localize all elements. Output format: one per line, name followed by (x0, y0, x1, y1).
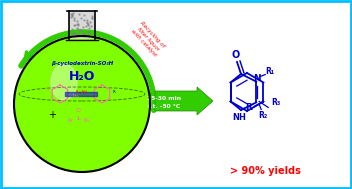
Text: O: O (46, 88, 49, 92)
Text: > 90% yields: > 90% yields (230, 166, 301, 176)
Ellipse shape (51, 64, 77, 100)
Text: H₂O: H₂O (69, 70, 95, 83)
FancyArrow shape (155, 87, 213, 115)
Text: R₂: R₂ (259, 111, 268, 120)
Text: R₁: R₁ (265, 67, 275, 76)
Text: +: + (48, 110, 56, 120)
Text: 25-30 min: 25-30 min (147, 95, 181, 101)
Text: O: O (232, 50, 240, 60)
Text: O: O (75, 108, 81, 113)
Circle shape (14, 36, 150, 172)
Text: R₁: R₁ (113, 90, 117, 94)
Text: R₃: R₃ (84, 118, 90, 123)
Text: β-cyclodextrin-SO₃H: β-cyclodextrin-SO₃H (51, 61, 113, 67)
Text: r.t. -50 °C: r.t. -50 °C (148, 104, 180, 108)
Text: R₂: R₂ (68, 118, 74, 123)
Text: Recycling of
filter liquor
with catalyst: Recycling of filter liquor with catalyst (130, 21, 166, 57)
Text: NH₂: NH₂ (73, 94, 80, 98)
Text: NH: NH (232, 113, 246, 122)
Text: N: N (253, 74, 261, 83)
Text: R₃: R₃ (272, 98, 281, 107)
Text: R: R (245, 103, 252, 112)
Text: R₁=NH₂: R₁=NH₂ (75, 90, 89, 94)
FancyBboxPatch shape (69, 11, 95, 39)
